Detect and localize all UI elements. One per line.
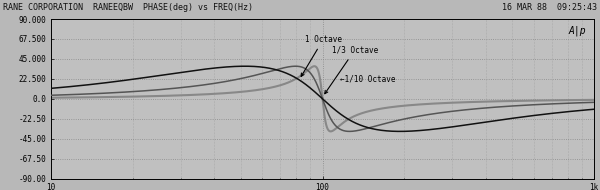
Text: ←1/10 Octave: ←1/10 Octave bbox=[340, 74, 395, 83]
Text: A|p: A|p bbox=[568, 25, 586, 36]
Text: RANE CORPORATION  RANEEQBW  PHASE(deg) vs FREQ(Hz): RANE CORPORATION RANEEQBW PHASE(deg) vs … bbox=[3, 3, 253, 12]
Text: 1 Octave: 1 Octave bbox=[301, 35, 342, 76]
Text: 16 MAR 88  09:25:43: 16 MAR 88 09:25:43 bbox=[502, 3, 597, 12]
Text: 1/3 Octave: 1/3 Octave bbox=[325, 46, 378, 94]
